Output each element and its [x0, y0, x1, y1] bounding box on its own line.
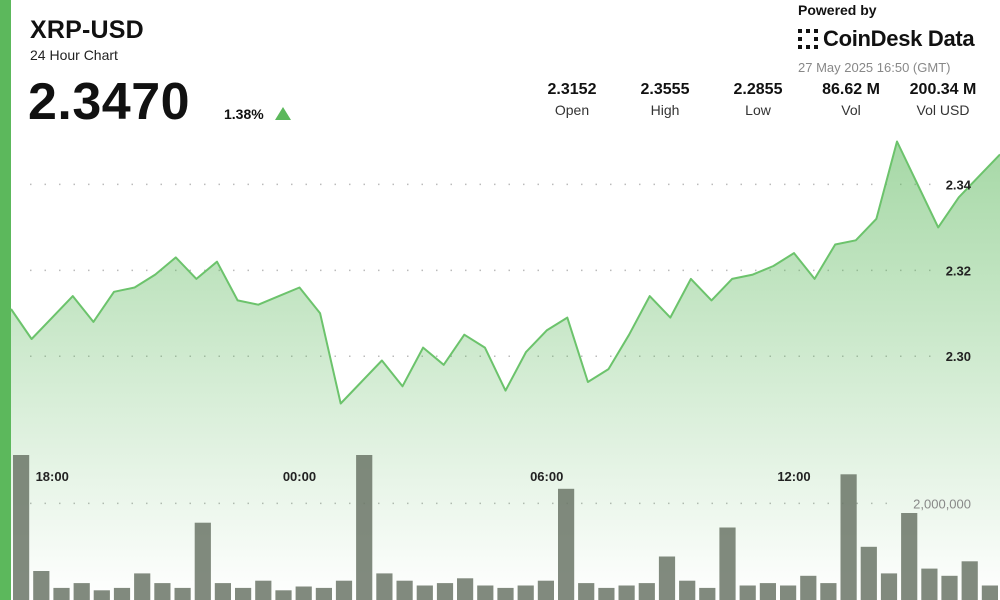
- volume-bar: [255, 580, 272, 600]
- page-title: XRP-USD: [30, 16, 144, 44]
- volume-bar: [860, 546, 877, 600]
- volume-bar: [820, 583, 837, 600]
- stat-volume-usd-label: Vol USD: [916, 102, 970, 118]
- chart-timestamp: 27 May 2025 16:50 (GMT): [798, 60, 951, 75]
- stat-open-value: 2.3152: [547, 81, 597, 98]
- x-tick-label: 12:00: [777, 469, 810, 484]
- stat-low-value: 2.2855: [733, 81, 783, 98]
- current-price: 2.3470: [28, 73, 191, 131]
- volume-bar: [961, 561, 978, 600]
- volume-bar: [558, 488, 575, 600]
- chart-subtitle: 24 Hour Chart: [30, 47, 118, 63]
- stat-volume-value: 86.62 M: [822, 81, 880, 98]
- x-tick-label: 06:00: [530, 469, 563, 484]
- volume-bar: [416, 585, 433, 600]
- volume-bar: [73, 583, 90, 600]
- y-tick-label: 2.30: [946, 349, 971, 364]
- volume-bar: [235, 587, 252, 600]
- brand-name: CoinDesk Data: [823, 26, 975, 51]
- volume-bar: [739, 585, 756, 600]
- volume-bar: [497, 587, 514, 600]
- volume-bar: [174, 587, 191, 600]
- volume-bar: [457, 578, 474, 600]
- coindesk-logo-icon: [798, 29, 818, 49]
- volume-bar: [315, 587, 332, 600]
- y-tick-label: 2.34: [946, 177, 972, 192]
- x-tick-label: 00:00: [283, 469, 316, 484]
- stat-low-label: Low: [745, 102, 771, 118]
- volume-bar: [13, 455, 30, 600]
- volume-bar: [598, 587, 615, 600]
- left-accent-bar: [0, 0, 11, 600]
- stat-volume: 86.62 M Vol: [806, 81, 896, 118]
- volume-bar: [759, 583, 776, 600]
- volume-bar: [638, 583, 655, 600]
- volume-bar: [154, 583, 171, 600]
- volume-bar: [214, 583, 231, 600]
- volume-bar: [921, 568, 938, 600]
- volume-bar: [376, 573, 393, 600]
- volume-bar: [719, 527, 736, 600]
- volume-bar: [780, 585, 797, 600]
- stat-low: 2.2855 Low: [713, 81, 803, 118]
- volume-bar: [840, 474, 857, 600]
- brand-logo: CoinDesk Data: [798, 26, 975, 52]
- volume-bar: [578, 583, 595, 600]
- stat-volume-label: Vol: [841, 102, 861, 118]
- stat-open: 2.3152 Open: [527, 81, 617, 118]
- y-tick-label: 2.32: [946, 263, 971, 278]
- stat-volume-usd-value: 200.34 M: [909, 81, 977, 98]
- volume-bar: [880, 573, 898, 600]
- volume-bars: [13, 455, 998, 600]
- x-tick-label: 18:00: [36, 469, 69, 484]
- volume-bar: [517, 585, 534, 600]
- volume-bar: [396, 580, 413, 600]
- stat-volume-usd: 200.34 M Vol USD: [898, 81, 988, 118]
- volume-bar: [901, 513, 918, 600]
- volume-bar: [194, 522, 211, 600]
- volume-bar: [113, 587, 131, 600]
- volume-bar: [436, 583, 454, 600]
- volume-bar: [477, 585, 494, 600]
- volume-bar: [33, 571, 50, 600]
- volume-bar: [335, 580, 353, 600]
- volume-bar: [134, 573, 151, 600]
- volume-bar: [275, 590, 292, 600]
- axis-labels: 2.30 2.32 2.34 18:00 00:00 06:00 12:00 2,000,00…: [36, 177, 972, 511]
- volume-bar: [93, 590, 110, 600]
- volume-bar: [537, 580, 554, 600]
- powered-by-label: Powered by: [798, 2, 877, 18]
- price-area-fill: [11, 141, 1000, 600]
- volume-bar: [618, 585, 635, 600]
- volume-bar: [800, 575, 817, 600]
- stat-high-value: 2.3555: [640, 81, 690, 98]
- stat-open-label: Open: [554, 102, 590, 118]
- volume-bar: [356, 455, 373, 600]
- volume-bar: [941, 575, 958, 600]
- volume-bar: [53, 587, 70, 600]
- volume-bar: [679, 580, 696, 600]
- volume-bar: [981, 585, 998, 600]
- price-change-percent: 1.38%: [224, 106, 264, 122]
- up-arrow-icon: [275, 107, 291, 120]
- stat-high: 2.3555 High: [620, 81, 710, 118]
- volume-bar: [699, 587, 716, 600]
- volume-tick-label: 2,000,000: [913, 496, 971, 511]
- volume-bar: [658, 556, 676, 600]
- volume-bar: [295, 586, 312, 600]
- stat-high-label: High: [650, 102, 680, 118]
- price-line: [10, 140, 1000, 405]
